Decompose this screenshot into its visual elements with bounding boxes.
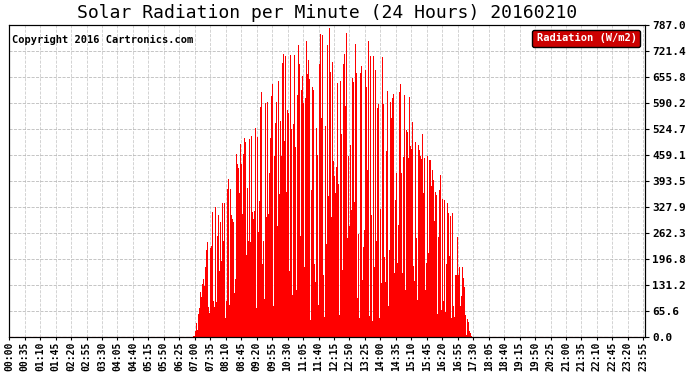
Title: Solar Radiation per Minute (24 Hours) 20160210: Solar Radiation per Minute (24 Hours) 20… [77, 4, 578, 22]
Text: Copyright 2016 Cartronics.com: Copyright 2016 Cartronics.com [12, 34, 194, 45]
Legend: Radiation (W/m2): Radiation (W/m2) [531, 30, 640, 46]
